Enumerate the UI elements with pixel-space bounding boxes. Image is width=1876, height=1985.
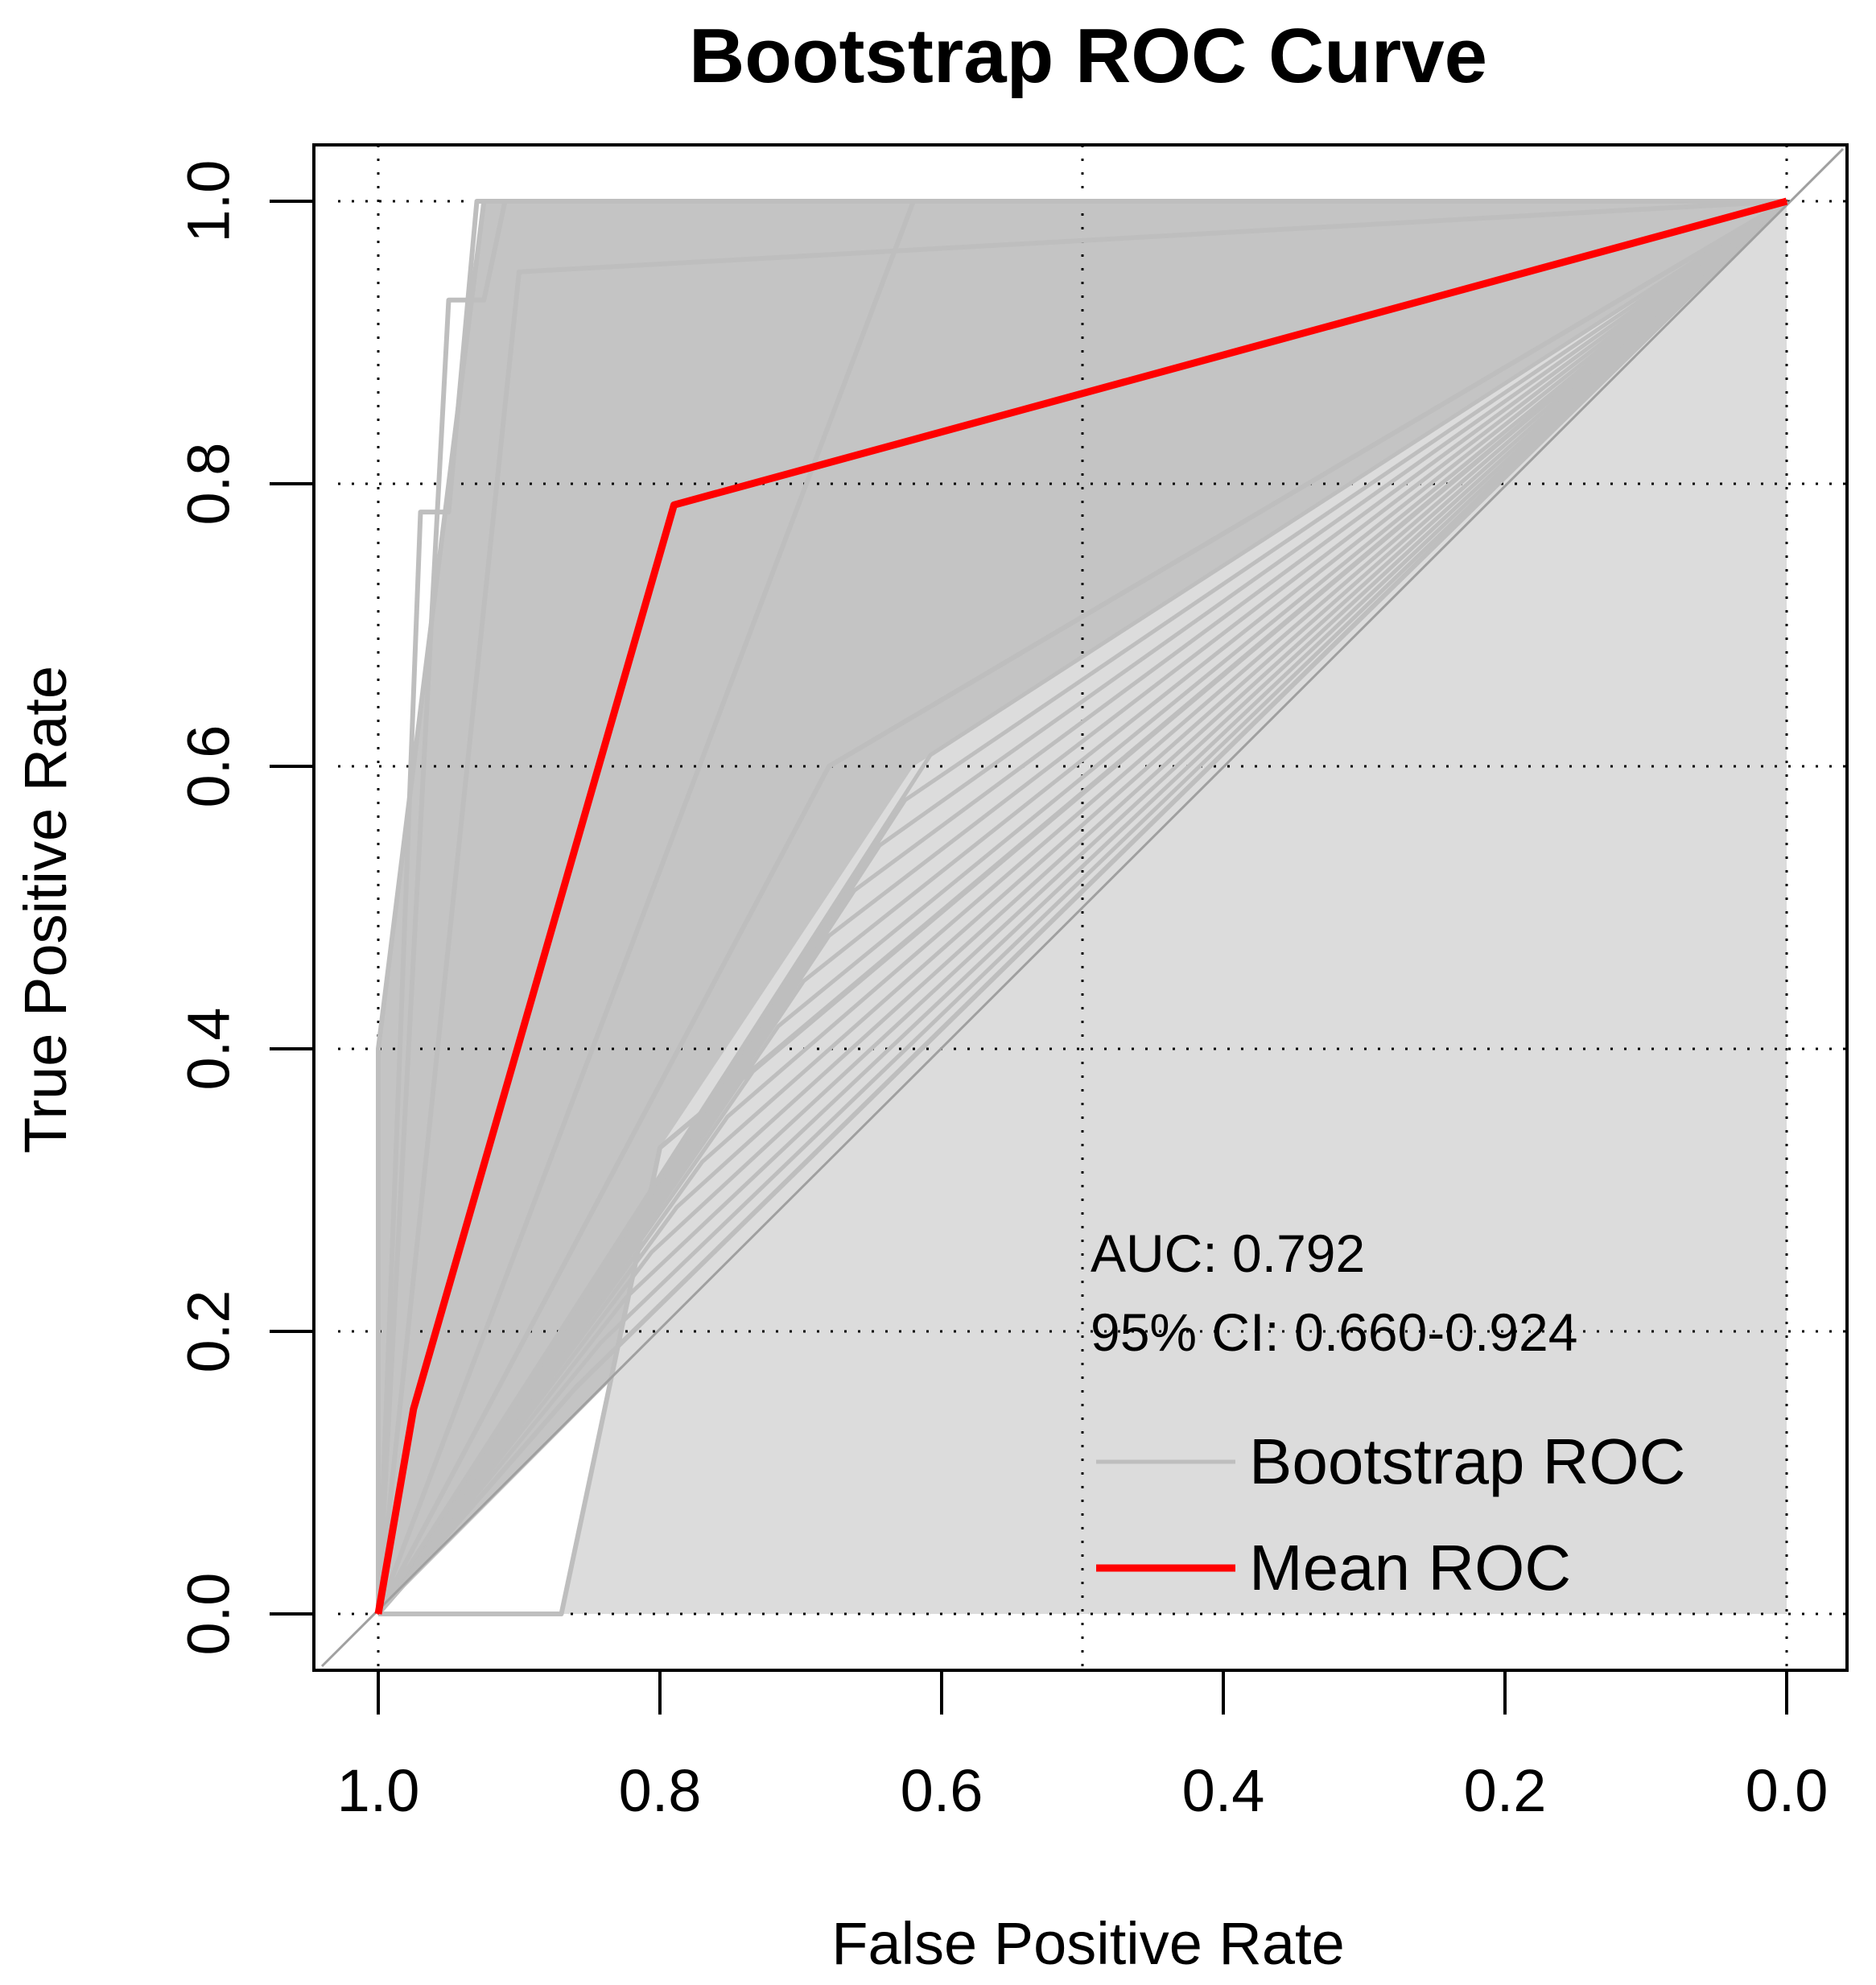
y-tick-label: 1.0: [175, 160, 242, 243]
diagonal-reference: [320, 147, 1845, 1668]
bootstrap-curve: [376, 199, 1787, 1615]
diagonal-line: [320, 147, 1845, 1668]
bootstrap-curve: [377, 200, 1788, 1616]
mean-roc-series: [374, 197, 1788, 1615]
y-tick-label: 0.8: [175, 443, 242, 526]
bootstrap-curve: [377, 200, 1788, 1616]
x-tick-label: 0.6: [901, 1757, 983, 1824]
auc-annotation: AUC: 0.792: [1091, 1224, 1365, 1283]
bootstrap-curve: [376, 199, 1787, 1616]
y-tick-label: 0.2: [175, 1290, 242, 1373]
bootstrap-inner-area: [561, 201, 1787, 1614]
x-tick-label: 0.4: [1182, 1757, 1265, 1824]
mean-roc-point: [1786, 200, 1787, 202]
ci-annotation: 95% CI: 0.660-0.924: [1091, 1302, 1577, 1362]
y-axis-ticks: 0.0 0.2 0.4 0.6 0.8 1.0: [175, 160, 314, 1656]
y-tick-label: 0.6: [175, 725, 242, 808]
mean-roc-point: [412, 1408, 414, 1410]
legend-label-mean: Mean ROC: [1249, 1532, 1571, 1603]
x-tick-label: 0.2: [1464, 1757, 1547, 1824]
plot-border: [312, 143, 1849, 1672]
legend: Bootstrap ROC Mean ROC: [1096, 1426, 1685, 1603]
bootstrap-curve: [376, 199, 1788, 1616]
bootstrap-curve: [377, 200, 1788, 1616]
bootstrap-curve: [377, 200, 1788, 1616]
mean-roc-line: [374, 197, 1788, 1615]
x-tick-label: 0.0: [1746, 1757, 1829, 1824]
mean-roc-point: [377, 1613, 379, 1615]
y-tick-label: 0.4: [175, 1008, 242, 1091]
x-tick-label: 0.8: [619, 1757, 702, 1824]
x-axis-title: False Positive Rate: [831, 1910, 1345, 1977]
bootstrap-curves: [376, 199, 1789, 1616]
x-axis-ticks: 1.0 0.8 0.6 0.4 0.2 0.0: [337, 1670, 1829, 1824]
y-tick-label: 0.0: [175, 1573, 242, 1656]
plot-frame: [312, 143, 1849, 1672]
y-axis-title: True Positive Rate: [12, 666, 79, 1153]
bootstrap-curve: [376, 199, 1788, 1616]
chart-title: Bootstrap ROC Curve: [689, 13, 1487, 99]
legend-label-bootstrap: Bootstrap ROC: [1249, 1426, 1685, 1497]
x-tick-label: 1.0: [337, 1757, 420, 1824]
mean-roc-point: [673, 504, 675, 506]
